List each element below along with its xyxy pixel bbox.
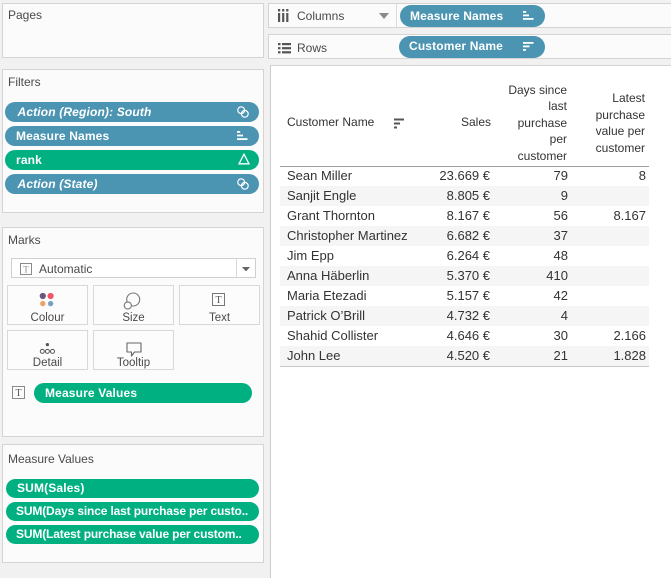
svg-text:T: T bbox=[215, 295, 221, 306]
svg-text:T: T bbox=[15, 388, 21, 399]
svg-text:T: T bbox=[23, 264, 29, 274]
